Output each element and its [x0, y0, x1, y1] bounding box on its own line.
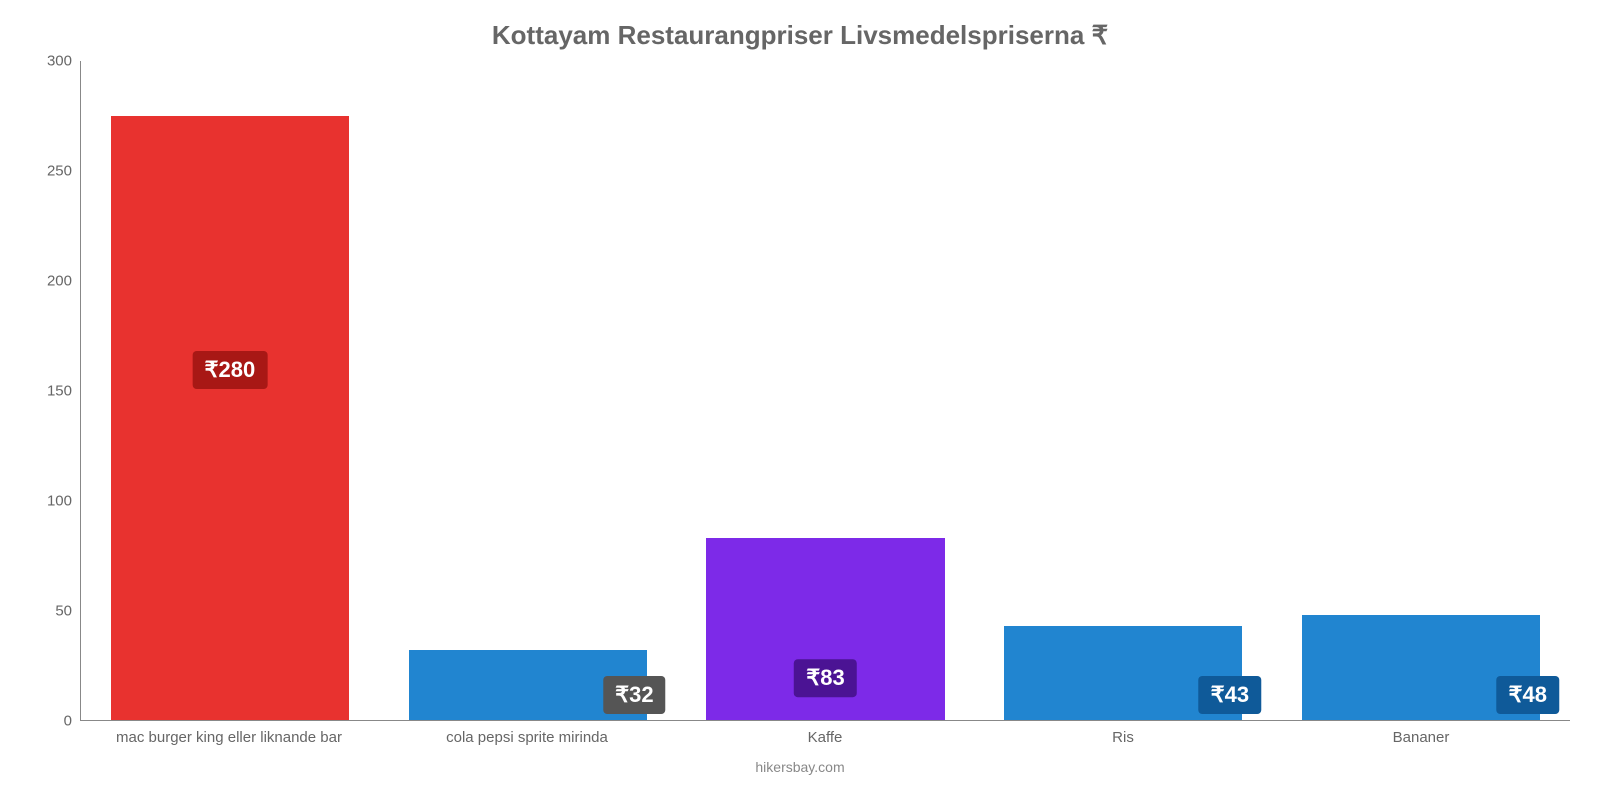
- y-tick: 300: [47, 53, 72, 70]
- bar: ₹32: [409, 650, 647, 720]
- x-axis-label: Kaffe: [676, 729, 974, 746]
- bar-value-label: ₹83: [794, 659, 856, 697]
- y-tick: 0: [64, 713, 72, 730]
- y-axis: 050100150200250300: [30, 61, 80, 721]
- y-tick: 200: [47, 273, 72, 290]
- bar-value-label: ₹43: [1199, 676, 1261, 714]
- chart-title: Kottayam Restaurangpriser Livsmedelspris…: [30, 20, 1570, 51]
- x-axis-label: Bananer: [1272, 729, 1570, 746]
- bar-value-label: ₹32: [603, 676, 665, 714]
- y-tick: 150: [47, 383, 72, 400]
- bar-slot: ₹32: [379, 61, 677, 720]
- bars-group: ₹280 ₹32 ₹83 ₹43 ₹48: [81, 61, 1570, 720]
- bar: ₹280: [111, 116, 349, 720]
- x-axis-label: Ris: [974, 729, 1272, 746]
- bar-value-label: ₹48: [1496, 676, 1558, 714]
- bar-value-label: ₹280: [193, 351, 268, 389]
- bar-slot: ₹280: [81, 61, 379, 720]
- y-tick: 50: [55, 603, 72, 620]
- x-axis-label: cola pepsi sprite mirinda: [378, 729, 676, 746]
- bar-slot: ₹43: [974, 61, 1272, 720]
- bar: ₹48: [1302, 615, 1540, 720]
- y-tick: 250: [47, 163, 72, 180]
- x-axis: mac burger king eller liknande barcola p…: [80, 721, 1570, 757]
- bar: ₹83: [706, 538, 944, 720]
- plot-area: ₹280 ₹32 ₹83 ₹43 ₹48: [80, 61, 1570, 721]
- bar-slot: ₹83: [677, 61, 975, 720]
- x-axis-label: mac burger king eller liknande bar: [80, 729, 378, 746]
- bar-slot: ₹48: [1272, 61, 1570, 720]
- chart-footer: hikersbay.com: [30, 759, 1570, 775]
- y-tick: 100: [47, 493, 72, 510]
- bar: ₹43: [1004, 626, 1242, 720]
- plot-row: 050100150200250300 ₹280₹32₹83₹43₹48: [30, 61, 1570, 721]
- chart-container: Kottayam Restaurangpriser Livsmedelspris…: [0, 0, 1600, 800]
